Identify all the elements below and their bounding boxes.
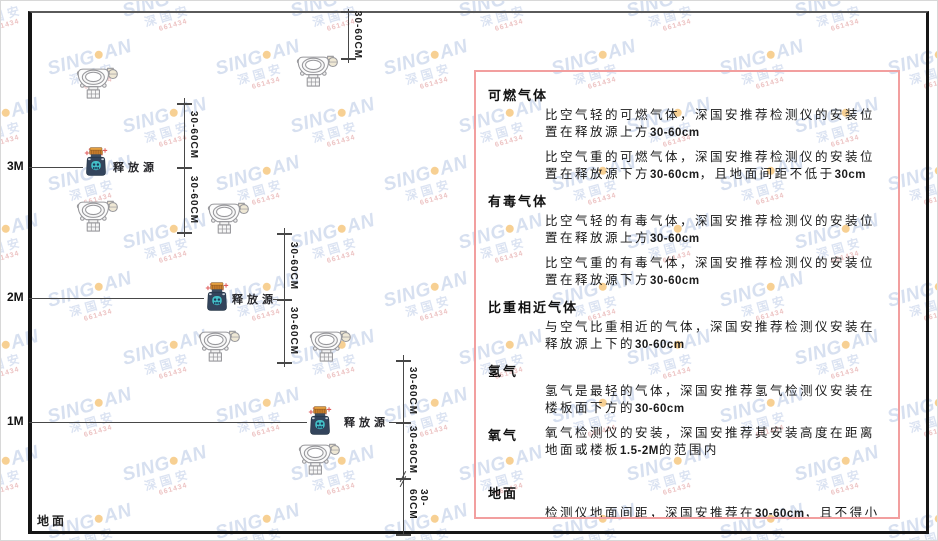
section-paragraph: 氧气检测仪的安装，深国安推荐其安装高度在距离地面或楼板1.5-2M的范围内: [545, 426, 876, 457]
section-paragraph: 比空气重的有毒气体，深国安推荐检测仪的安装位置在释放源下方30-60cm: [545, 256, 876, 287]
gas-detector: [295, 53, 339, 94]
dimension-label: 30-60CM: [188, 175, 199, 224]
installation-info-panel: 可燃气体比空气轻的可燃气体，深国安推荐检测仪的安装位置在释放源上方30-60cm…: [474, 70, 900, 519]
room-frame: [28, 11, 929, 534]
dimension-label: 30-60CM: [407, 366, 418, 416]
section-heading-toxic: 有毒气体: [488, 194, 549, 209]
section-paragraph: 比空气轻的有毒气体，深国安推荐检测仪的安装位置在释放源上方30-60cm: [545, 214, 876, 245]
dimension-line: [403, 355, 404, 534]
section-paragraph: 氢气是最轻的气体，深国安推荐氢气检测仪安装在楼板面下方的30-60cm: [545, 384, 876, 415]
dimension-label: 30-60CM: [407, 489, 429, 520]
gas-detector-icon: [207, 202, 249, 234]
dimension-label: 30-60CM: [288, 241, 299, 291]
gas-detector: [75, 198, 119, 239]
gas-detector-icon: [298, 443, 340, 475]
gas-detector-icon: [198, 330, 240, 362]
release-source: [83, 147, 109, 183]
section-paragraph: 检测仪地面间距，深国安推荐在30-60cm，且不得小于30cm，因为过低容易水溅…: [545, 506, 880, 519]
gas-detector: [75, 65, 119, 106]
height-marker-line: [29, 167, 83, 168]
gas-detector-icon: [296, 55, 338, 87]
section-paragraph: 比空气轻的可燃气体，深国安推荐检测仪的安装位置在释放源上方30-60cm: [545, 108, 876, 139]
panel-sections: 可燃气体比空气轻的可燃气体，深国安推荐检测仪的安装位置在释放源上方30-60cm…: [488, 85, 886, 519]
connector-line: [273, 299, 283, 300]
release-source-label: 释放源: [113, 162, 158, 174]
section-paragraph: 与空气比重相近的气体，深国安推荐检测仪安装在释放源上下的30-60cm: [545, 320, 876, 351]
release-source-label: 释放源: [232, 294, 277, 306]
dimension-tick: [396, 360, 411, 362]
release-source: [307, 406, 333, 442]
dimension-tick: [177, 232, 192, 234]
height-marker-label: 2M: [7, 290, 24, 304]
release-source-icon: [84, 147, 108, 176]
section-heading-hydrogen: 氢气: [488, 364, 519, 379]
dimension-tick: [277, 299, 292, 301]
ground-label: 地面: [37, 514, 68, 528]
height-marker-line: [29, 298, 204, 299]
section-heading-similar-density: 比重相近气体: [488, 300, 579, 315]
dimension-tick: [177, 167, 192, 169]
panel-section-ground: 地面检测仪地面间距，深国安推荐在30-60cm，且不得小于30cm，因为过低容易…: [488, 483, 886, 519]
connector-line: [389, 422, 402, 423]
dimension-label: 30-60CM: [188, 110, 199, 160]
panel-section-similar-density: 比重相近气体与空气比重相近的气体，深国安推荐检测仪安装在释放源上下的30-60c…: [488, 297, 886, 354]
panel-section-hydrogen: 氢气氢气是最轻的气体，深国安推荐氢气检测仪安装在楼板面下方的30-60cm: [488, 361, 886, 418]
dimension-tick: [341, 58, 356, 60]
height-marker-label: 3M: [7, 159, 24, 173]
height-marker-line: [29, 422, 307, 423]
panel-section-oxygen: 氧气 氧气检测仪的安装，深国安推荐其安装高度在距离地面或楼板1.5-2M的范围内: [488, 425, 886, 467]
gas-detector: [197, 328, 241, 369]
section-heading-oxygen: 氧气: [488, 428, 519, 443]
height-marker-label: 1M: [7, 414, 24, 428]
gas-detector-icon: [309, 330, 351, 362]
dimension-tick: [277, 233, 292, 235]
dimension-line: [348, 9, 349, 63]
gas-detector-icon: [76, 67, 118, 99]
dimension-line: [284, 228, 285, 367]
dimension-tick: [341, 11, 356, 13]
release-source-icon: [205, 282, 229, 311]
release-source-icon: [308, 406, 332, 435]
gas-detector: [308, 328, 352, 369]
gas-detector: [206, 200, 250, 241]
section-heading-flammable: 可燃气体: [488, 88, 549, 103]
dimension-tick: [277, 362, 292, 364]
dimension-label: 30-60CM: [407, 425, 418, 475]
panel-section-flammable: 可燃气体比空气轻的可燃气体，深国安推荐检测仪的安装位置在释放源上方30-60cm…: [488, 85, 886, 184]
gas-detector: [297, 441, 341, 482]
dimension-tick: [396, 534, 411, 536]
panel-section-toxic: 有毒气体比空气轻的有毒气体，深国安推荐检测仪的安装位置在释放源上方30-60cm…: [488, 191, 886, 290]
dimension-tick: [396, 422, 411, 424]
section-heading-ground: 地面: [488, 486, 519, 501]
dimension-tick: [177, 103, 192, 105]
dimension-label: 30-60CM: [352, 10, 363, 59]
dimension-label: 30-60CM: [288, 306, 299, 355]
section-paragraph: 比空气重的可燃气体，深国安推荐检测仪的安装位置在释放源下方30-60cm，且地面…: [545, 150, 876, 181]
release-source-label: 释放源: [344, 417, 389, 429]
release-source: [204, 282, 230, 318]
gas-detector-icon: [76, 200, 118, 232]
